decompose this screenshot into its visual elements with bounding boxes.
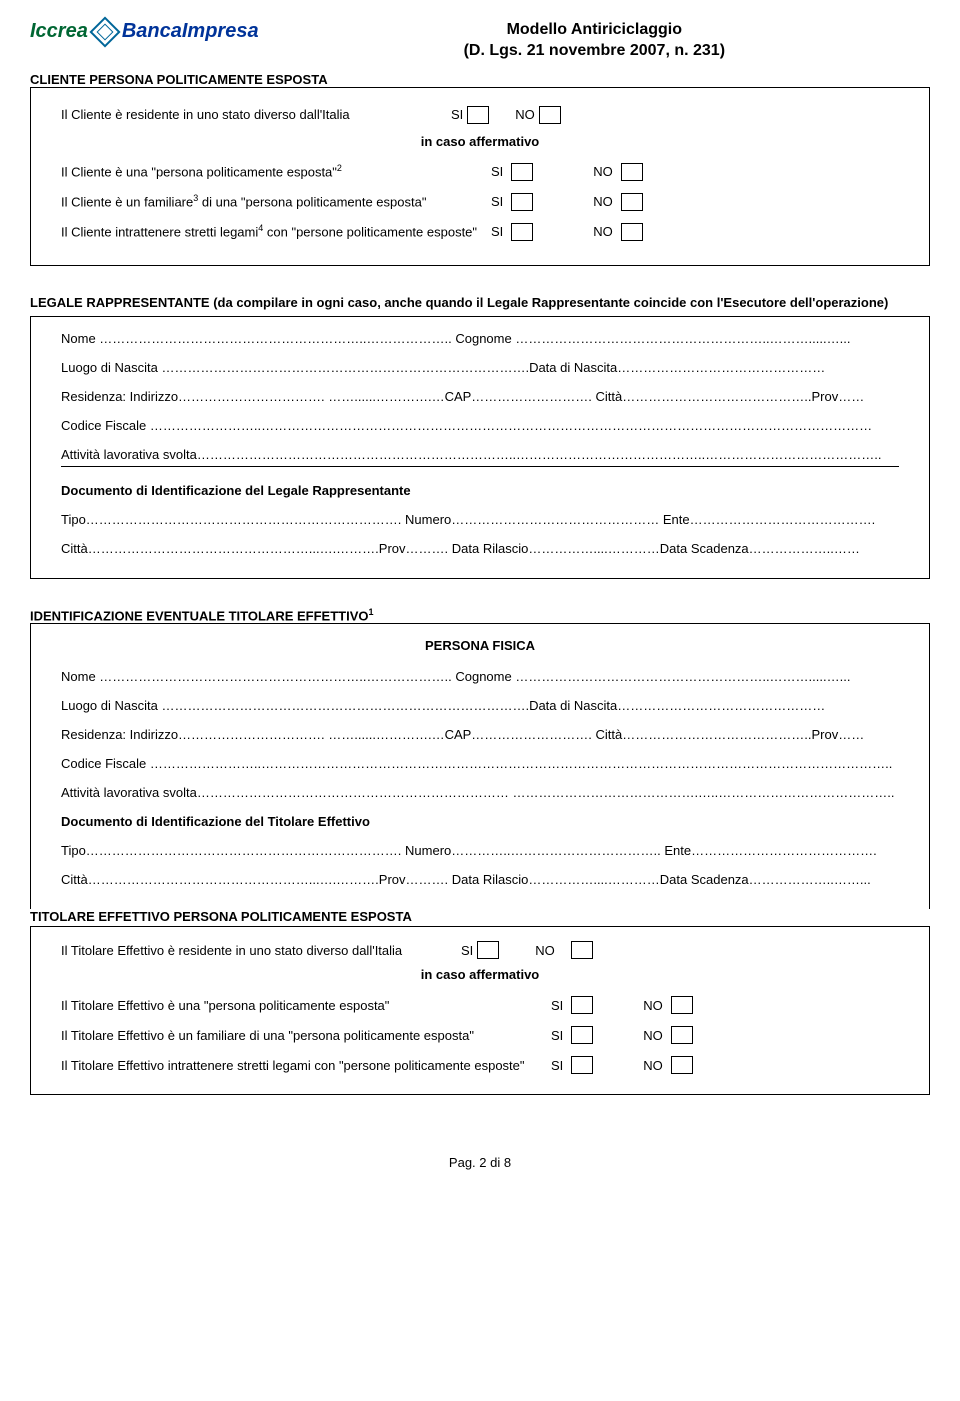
- title-line1: Modello Antiriciclaggio: [259, 20, 930, 41]
- q1-si-checkbox[interactable]: [467, 106, 489, 124]
- section3-box: PERSONA FISICA Nome ………………………………………………………: [30, 623, 930, 909]
- title-line2: (D. Lgs. 21 novembre 2007, n. 231): [259, 41, 930, 62]
- q3-text: Il Cliente è un familiare3 di una "perso…: [61, 193, 491, 209]
- section4-title: TITOLARE EFFETTIVO PERSONA POLITICAMENTE…: [30, 909, 930, 924]
- s4-q2-si-checkbox[interactable]: [571, 996, 593, 1014]
- persona-fisica-title: PERSONA FISICA: [61, 638, 899, 653]
- doc-id-title: Documento di Identificazione del Legale …: [61, 483, 899, 498]
- line-cf: Codice Fiscale ……………………..…………………………………………: [61, 418, 899, 433]
- line-tipo: Tipo………………………………………………………………. Numero……………: [61, 512, 899, 527]
- q4-no-checkbox[interactable]: [621, 223, 643, 241]
- line-luogo: Luogo di Nascita ………………………………………………………………: [61, 360, 899, 375]
- s3-line-res: Residenza: Indirizzo……………………………. …….....…: [61, 727, 899, 742]
- s4-q2-no-checkbox[interactable]: [671, 996, 693, 1014]
- s4-q3-si-checkbox[interactable]: [571, 1026, 593, 1044]
- si-label: SI: [451, 107, 463, 122]
- section4-box: Il Titolare Effettivo è residente in uno…: [30, 926, 930, 1095]
- q1-text: Il Cliente è residente in uno stato dive…: [61, 107, 451, 122]
- section2-box: Nome ……………………………………………………..……………….. Cogn…: [30, 316, 930, 579]
- q3-row: Il Cliente è un familiare3 di una "perso…: [61, 193, 899, 211]
- s3-line-cf: Codice Fiscale ……………………..…………………………………………: [61, 756, 899, 771]
- s3-line-citta: Città……………………………………………...….……….Prov………. …: [61, 872, 899, 887]
- s4-q4-row: Il Titolare Effettivo intrattenere stret…: [61, 1056, 899, 1074]
- s4-q4-si-checkbox[interactable]: [571, 1056, 593, 1074]
- section1-title: CLIENTE PERSONA POLITICAMENTE ESPOSTA: [30, 72, 930, 87]
- q1-no-checkbox[interactable]: [539, 106, 561, 124]
- header: Iccrea BancaImpresa Modello Antiriciclag…: [30, 20, 930, 62]
- q2-row: Il Cliente è una "persona politicamente …: [61, 163, 899, 181]
- no-label: NO: [515, 107, 535, 122]
- s3-line-luogo: Luogo di Nascita ………………………………………………………………: [61, 698, 899, 713]
- section3-title: IDENTIFICAZIONE EVENTUALE TITOLARE EFFET…: [30, 607, 930, 623]
- line-att: Attività lavorativa svolta………………………………………: [61, 447, 899, 462]
- line-nome: Nome ……………………………………………………..……………….. Cogn…: [61, 331, 899, 346]
- q2-si-checkbox[interactable]: [511, 163, 533, 181]
- s4-q3-no-checkbox[interactable]: [671, 1026, 693, 1044]
- s4-q4-no-checkbox[interactable]: [671, 1056, 693, 1074]
- q1-row: Il Cliente è residente in uno stato dive…: [61, 106, 899, 124]
- s4-q3-row: Il Titolare Effettivo è un familiare di …: [61, 1026, 899, 1044]
- s4-q4-text: Il Titolare Effettivo intrattenere stret…: [61, 1058, 551, 1073]
- s4-q1-no-checkbox[interactable]: [571, 941, 593, 959]
- logo-diamond-icon: [89, 16, 120, 47]
- s3-doc-id-title: Documento di Identificazione del Titolar…: [61, 814, 899, 829]
- s4-q1-si-checkbox[interactable]: [477, 941, 499, 959]
- s4-q2-row: Il Titolare Effettivo è una "persona pol…: [61, 996, 899, 1014]
- s3-line-nome: Nome ……………………………………………………..……………….. Cogn…: [61, 669, 899, 684]
- s4-q1-text: Il Titolare Effettivo è residente in uno…: [61, 943, 461, 958]
- page-footer: Pag. 2 di 8: [30, 1155, 930, 1170]
- q4-text: Il Cliente intrattenere stretti legami4 …: [61, 223, 491, 239]
- q4-si-checkbox[interactable]: [511, 223, 533, 241]
- affermativo-label: in caso affermativo: [61, 134, 899, 149]
- q2-no-checkbox[interactable]: [621, 163, 643, 181]
- q2-text: Il Cliente è una "persona politicamente …: [61, 163, 491, 179]
- s4-affermativo: in caso affermativo: [61, 967, 899, 982]
- logo-text-right: BancaImpresa: [122, 20, 259, 43]
- section2-intro: LEGALE RAPPRESENTANTE (da compilare in o…: [30, 294, 930, 312]
- document-title: Modello Antiriciclaggio (D. Lgs. 21 nove…: [259, 20, 930, 62]
- logo-text-left: Iccrea: [30, 20, 88, 43]
- divider: [61, 466, 899, 467]
- line-citta: Città……………………………………………...….……….Prov………. …: [61, 541, 899, 556]
- q4-row: Il Cliente intrattenere stretti legami4 …: [61, 223, 899, 241]
- s4-q1-row: Il Titolare Effettivo è residente in uno…: [61, 941, 899, 959]
- section1-box: Il Cliente è residente in uno stato dive…: [30, 87, 930, 266]
- logo: Iccrea BancaImpresa: [30, 20, 259, 43]
- s4-q2-text: Il Titolare Effettivo è una "persona pol…: [61, 998, 551, 1013]
- s4-q3-text: Il Titolare Effettivo è un familiare di …: [61, 1028, 551, 1043]
- q3-no-checkbox[interactable]: [621, 193, 643, 211]
- line-res: Residenza: Indirizzo……………………………. …….....…: [61, 389, 899, 404]
- q3-si-checkbox[interactable]: [511, 193, 533, 211]
- s3-line-att: Attività lavorativa svolta………………………………………: [61, 785, 899, 800]
- s3-line-tipo: Tipo………………………………………………………………. Numero……………: [61, 843, 899, 858]
